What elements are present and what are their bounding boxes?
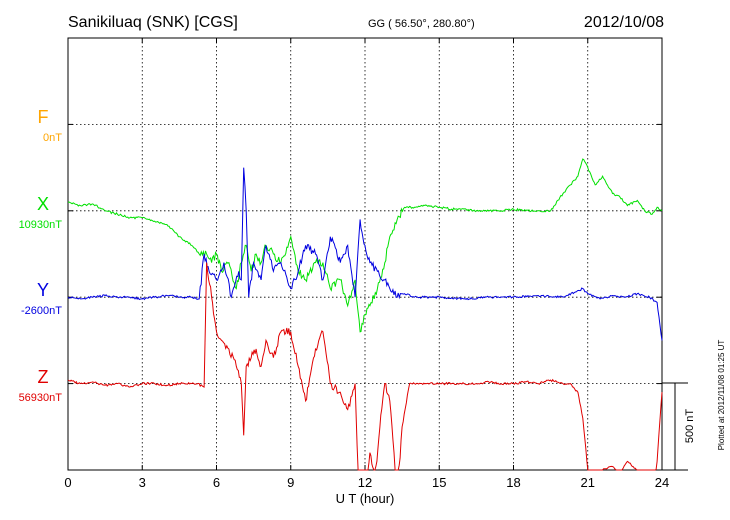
x-tick-label: 6 [213,475,220,490]
date-label: 2012/10/08 [584,14,664,31]
x-tick-label: 15 [432,475,446,490]
component-y-baseline: -2600nT [21,305,62,317]
x-tick-label: 24 [655,475,669,490]
x-tick-label: 3 [139,475,146,490]
series-line-y [67,167,663,341]
component-z-name: Z [38,367,49,387]
x-tick-label: 18 [506,475,520,490]
x-tick-label: 21 [581,475,595,490]
component-z-baseline: 56930nT [19,392,63,404]
series-layer [67,158,663,471]
x-axis-ticks: 0 3 6 9 12 15 18 21 24 [64,37,669,490]
component-y-name: Y [37,280,49,300]
x-tick-label: 12 [358,475,372,490]
component-f-baseline: 0nT [43,132,62,144]
series-line-z [67,262,663,471]
plotted-footnote: Plotted at 2012/11/08 01:25 UT [717,340,726,451]
coordinates-label: GG ( 56.50°, 280.80°) [368,18,475,30]
component-x-baseline: 10930nT [19,219,63,231]
station-title: Sanikiluaq (SNK) [CGS] [68,14,238,31]
component-f-name: F [38,107,49,127]
scale-bar-label: 500 nT [684,409,696,444]
component-x-name: X [37,194,49,214]
x-axis-label: U T (hour) [336,491,395,506]
x-tick-label: 0 [64,475,71,490]
grid [68,38,662,470]
series-line-x [67,158,663,333]
x-tick-label: 9 [287,475,294,490]
